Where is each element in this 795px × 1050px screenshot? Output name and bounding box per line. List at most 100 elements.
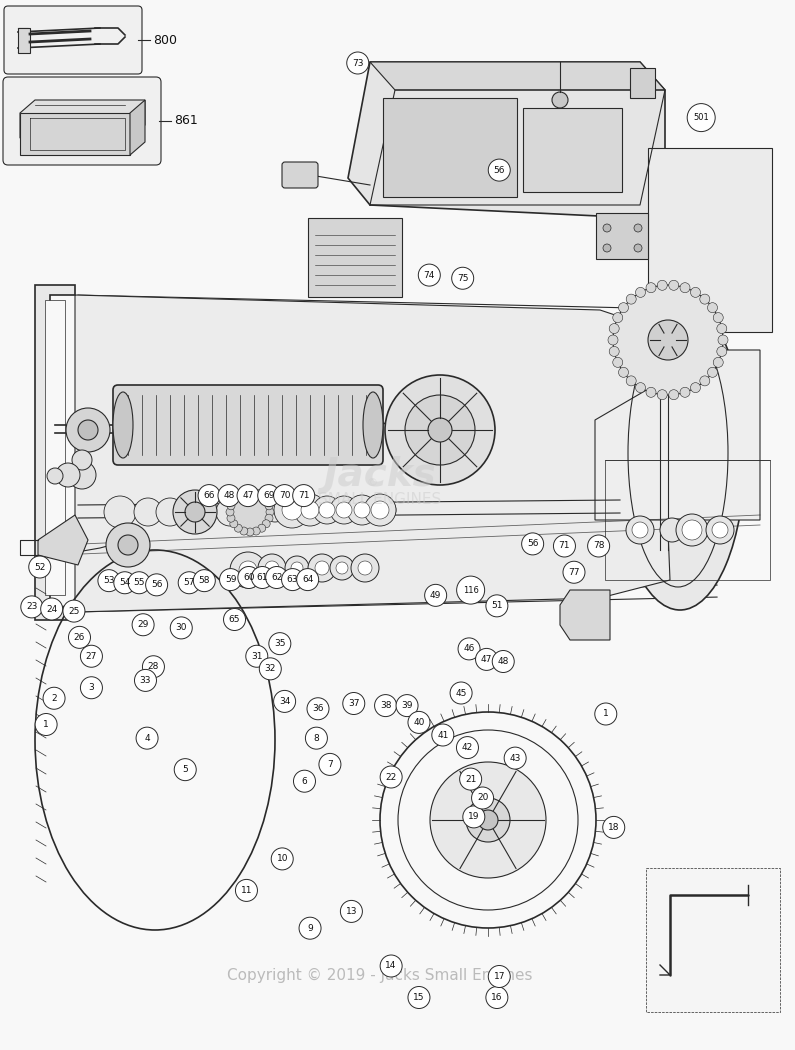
Text: 63: 63 bbox=[287, 575, 298, 584]
Circle shape bbox=[425, 585, 447, 606]
Circle shape bbox=[339, 499, 361, 521]
Text: 18: 18 bbox=[608, 823, 619, 832]
Text: 14: 14 bbox=[386, 962, 397, 970]
Text: 75: 75 bbox=[457, 274, 468, 282]
Circle shape bbox=[700, 294, 710, 304]
Text: ©: © bbox=[366, 478, 378, 488]
Circle shape bbox=[380, 766, 402, 788]
Circle shape bbox=[687, 104, 716, 131]
Text: 48: 48 bbox=[223, 491, 235, 500]
Polygon shape bbox=[595, 350, 760, 520]
Circle shape bbox=[258, 485, 280, 506]
Circle shape bbox=[216, 498, 244, 526]
Circle shape bbox=[262, 497, 270, 504]
Circle shape bbox=[463, 806, 485, 827]
Text: 65: 65 bbox=[229, 615, 240, 624]
Circle shape bbox=[488, 160, 510, 181]
Circle shape bbox=[29, 556, 51, 578]
Text: 66: 66 bbox=[204, 491, 215, 500]
Circle shape bbox=[504, 748, 526, 769]
Text: 40: 40 bbox=[413, 718, 425, 727]
Circle shape bbox=[371, 501, 389, 519]
Text: 9: 9 bbox=[307, 924, 313, 932]
Text: 69: 69 bbox=[263, 491, 274, 500]
Circle shape bbox=[179, 496, 211, 528]
Circle shape bbox=[552, 92, 568, 108]
Circle shape bbox=[266, 508, 274, 516]
Circle shape bbox=[347, 52, 369, 74]
Text: 60: 60 bbox=[243, 573, 254, 582]
Text: 57: 57 bbox=[184, 579, 195, 587]
Circle shape bbox=[235, 491, 242, 500]
Text: 3: 3 bbox=[88, 684, 95, 692]
Text: 73: 73 bbox=[352, 59, 363, 67]
Text: 49: 49 bbox=[430, 591, 441, 600]
Text: 56: 56 bbox=[527, 540, 538, 548]
Circle shape bbox=[682, 520, 702, 540]
Text: 43: 43 bbox=[510, 754, 521, 762]
Circle shape bbox=[603, 224, 611, 232]
Circle shape bbox=[223, 609, 246, 630]
Circle shape bbox=[418, 265, 440, 286]
Circle shape bbox=[230, 497, 238, 504]
Ellipse shape bbox=[113, 392, 133, 458]
Circle shape bbox=[293, 771, 316, 792]
FancyBboxPatch shape bbox=[383, 98, 517, 197]
Circle shape bbox=[450, 682, 472, 704]
Circle shape bbox=[486, 595, 508, 616]
Circle shape bbox=[588, 536, 610, 556]
Circle shape bbox=[428, 418, 452, 442]
Text: 54: 54 bbox=[119, 579, 130, 587]
Circle shape bbox=[68, 461, 96, 489]
Circle shape bbox=[717, 323, 727, 334]
Circle shape bbox=[357, 499, 379, 521]
Circle shape bbox=[669, 390, 679, 400]
Text: 32: 32 bbox=[265, 665, 276, 673]
Text: 33: 33 bbox=[140, 676, 151, 685]
Circle shape bbox=[626, 376, 636, 385]
Text: 31: 31 bbox=[251, 652, 262, 660]
Polygon shape bbox=[20, 113, 130, 155]
Circle shape bbox=[198, 485, 220, 506]
Circle shape bbox=[619, 302, 629, 313]
Circle shape bbox=[47, 468, 63, 484]
Circle shape bbox=[458, 638, 480, 659]
Circle shape bbox=[380, 956, 402, 976]
Circle shape bbox=[358, 561, 372, 575]
FancyBboxPatch shape bbox=[308, 218, 402, 297]
Circle shape bbox=[717, 346, 727, 356]
Circle shape bbox=[235, 880, 258, 901]
Circle shape bbox=[603, 817, 625, 838]
Circle shape bbox=[319, 502, 335, 518]
Circle shape bbox=[240, 489, 248, 497]
Polygon shape bbox=[75, 295, 670, 612]
Circle shape bbox=[613, 313, 622, 322]
Text: 800: 800 bbox=[153, 34, 177, 46]
Text: 77: 77 bbox=[568, 568, 580, 576]
Circle shape bbox=[80, 677, 103, 698]
Circle shape bbox=[274, 492, 310, 528]
Circle shape bbox=[475, 649, 498, 670]
Circle shape bbox=[635, 382, 646, 393]
Circle shape bbox=[291, 562, 303, 574]
Circle shape bbox=[657, 390, 667, 400]
Circle shape bbox=[553, 536, 576, 556]
Circle shape bbox=[374, 695, 397, 716]
Text: 1: 1 bbox=[603, 710, 609, 718]
Circle shape bbox=[145, 574, 168, 595]
Text: 8: 8 bbox=[313, 734, 320, 742]
Circle shape bbox=[713, 357, 723, 367]
Text: 22: 22 bbox=[386, 773, 397, 781]
Circle shape bbox=[354, 502, 370, 518]
Circle shape bbox=[486, 987, 508, 1008]
Circle shape bbox=[240, 527, 248, 536]
Text: 10: 10 bbox=[277, 855, 288, 863]
Circle shape bbox=[713, 313, 723, 322]
Text: 30: 30 bbox=[176, 624, 187, 632]
Circle shape bbox=[660, 518, 684, 542]
Circle shape bbox=[246, 646, 268, 667]
Circle shape bbox=[258, 554, 286, 582]
Circle shape bbox=[330, 496, 358, 524]
Text: 25: 25 bbox=[68, 607, 80, 615]
FancyBboxPatch shape bbox=[282, 162, 318, 188]
